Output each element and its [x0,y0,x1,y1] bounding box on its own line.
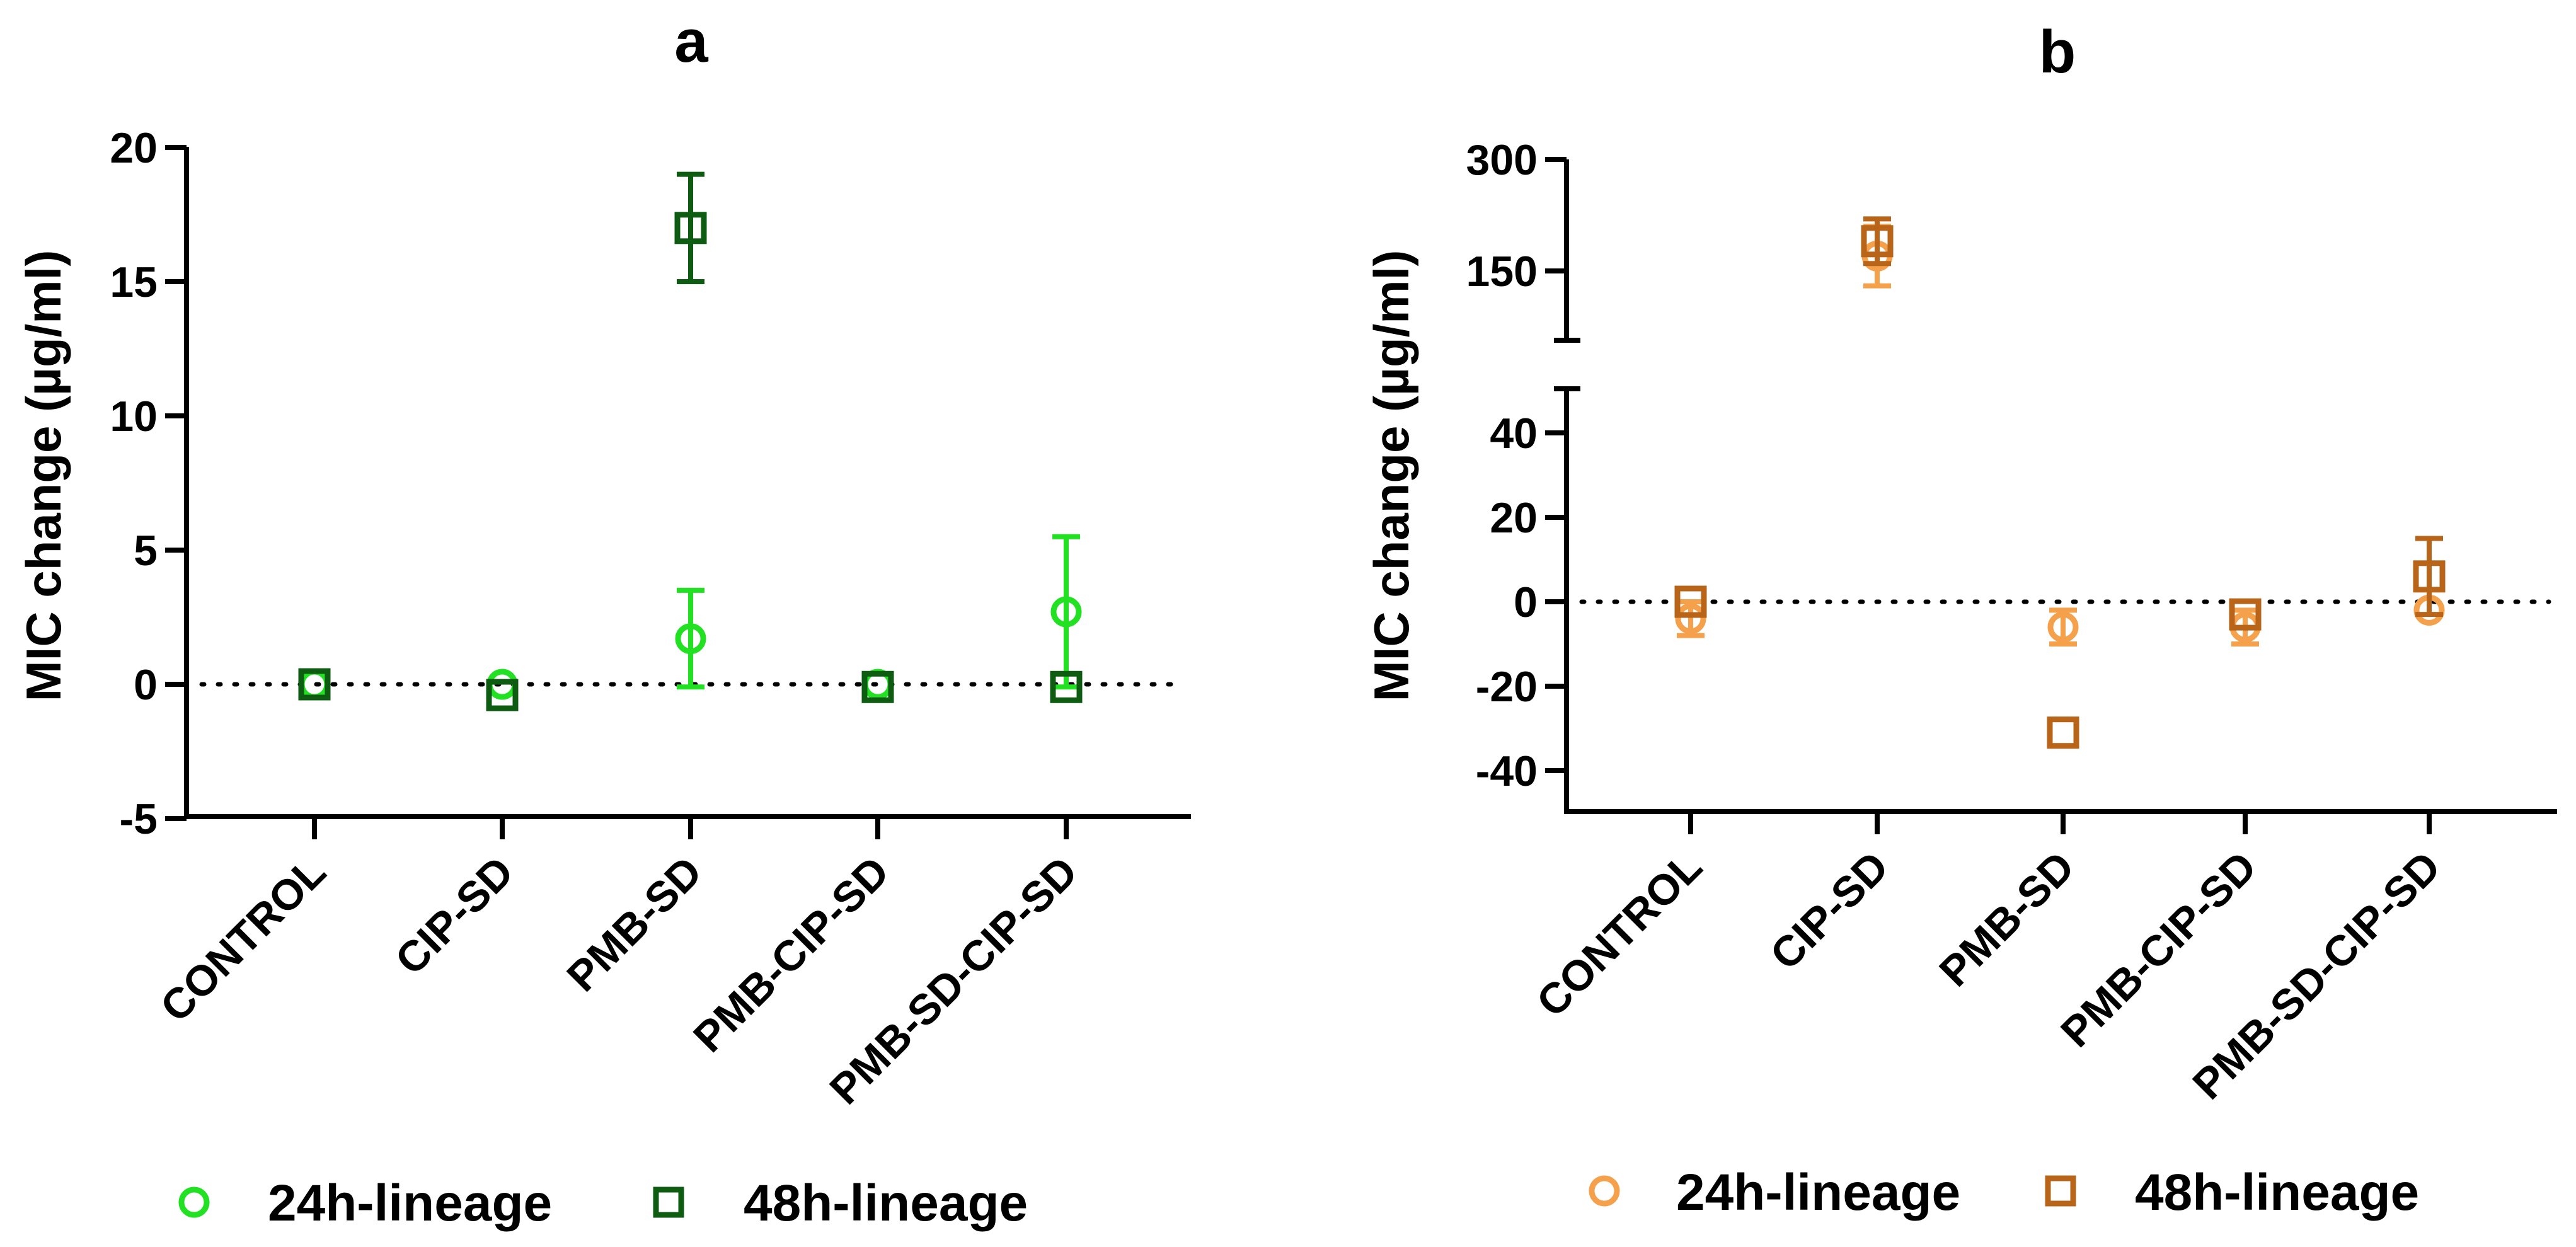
y-tick-label: 20 [110,124,158,172]
panel-a-title: a [674,8,708,75]
panel-b-x-ticks: CONTROL CIP-SD PMB-SDPMB-CIP-SDPMB-SD-CIP-… [1527,812,2450,1108]
panel-b-title: b [2039,18,2076,86]
panel-a-legend-48h: 48h-lineage [653,1175,1028,1232]
x-tick-label: PMB-SD [1930,842,2083,996]
legend-circle-marker [178,1187,210,1218]
data-point-square [298,668,331,701]
data-point-circle [2047,611,2079,643]
data-point-square [1861,225,1894,258]
panel-b-legend-48h-label: 48h-lineage [2135,1164,2419,1221]
data-point-square [1674,585,1707,618]
data-point-square [674,212,707,244]
data-point-square [2413,560,2446,593]
x-tick-label: CIP-SD [1761,842,1898,979]
data-point-circle [1050,596,1082,628]
panel-a-x-ticks: CONTROL CIP-SD PMB-SDPMB-CIP-SDPMB-SD-CIP-… [151,817,1087,1113]
legend-circle-marker [1589,1175,1620,1207]
x-tick-label: PMB-SD [558,848,711,1001]
y-tick-label: 0 [134,661,158,709]
y-tick-label: 0 [1514,578,1538,626]
y-tick-label: 5 [134,527,158,575]
panel-a-legend: 24h-lineage 48h-lineage [178,1175,1028,1232]
data-point-square [861,670,894,703]
y-tick-label: -5 [120,795,158,843]
y-tick-label: -20 [1476,663,1538,711]
y-tick-label: 40 [1490,410,1538,457]
panel-b-legend: 24h-lineage 48h-lineage [1589,1164,2419,1221]
x-tick-label: CONTROL [151,848,335,1031]
panel-b-y-ticks: -40 -20 0 20 40 150 300 [1466,136,1567,795]
panel-b-legend-48h: 48h-lineage [2045,1164,2419,1221]
y-tick-label: 10 [110,393,158,440]
data-point-square [1050,670,1083,703]
x-tick-label: CIP-SD [386,848,523,984]
data-point-square [486,679,519,711]
data-point-square [2047,716,2079,749]
panel-b-y-axis-label: MIC change (µg/ml) [1364,250,1419,702]
panel-a-legend-24h: 24h-lineage [178,1175,552,1232]
panel-b-legend-24h-label: 24h-lineage [1676,1164,1960,1221]
panel-a-y-axis-label: MIC change (µg/ml) [16,250,71,702]
panel-b-legend-24h: 24h-lineage [1589,1164,1960,1221]
y-tick-label: 300 [1466,136,1538,184]
panel-a-y-ticks: -5 0 5 10 15 20 [110,124,187,843]
panel-a: a MIC change (µg/ml) -5 0 5 10 15 20 CONTROL C… [16,8,1191,1232]
panel-b-data-marks [1674,216,2446,749]
legend-square-marker [653,1187,684,1218]
panel-b: b MIC change (µg/ml) -40 -20 0 20 40 150 300 C… [1364,18,2557,1221]
y-tick-label: 150 [1466,248,1538,296]
x-tick-label: PMB-CIP-SD [684,848,899,1062]
legend-square-marker [2045,1175,2076,1207]
panel-a-legend-24h-label: 24h-lineage [268,1175,552,1232]
data-point-circle [1675,603,1706,635]
panel-a-data-marks [298,171,1083,711]
y-tick-label: -40 [1476,747,1538,795]
x-tick-label: CONTROL [1527,842,1711,1026]
data-point-square [2229,598,2262,631]
y-tick-label: 15 [110,258,158,306]
y-tick-label: 20 [1490,494,1538,542]
data-point-circle [675,623,706,655]
panel-a-legend-48h-label: 48h-lineage [744,1175,1028,1232]
